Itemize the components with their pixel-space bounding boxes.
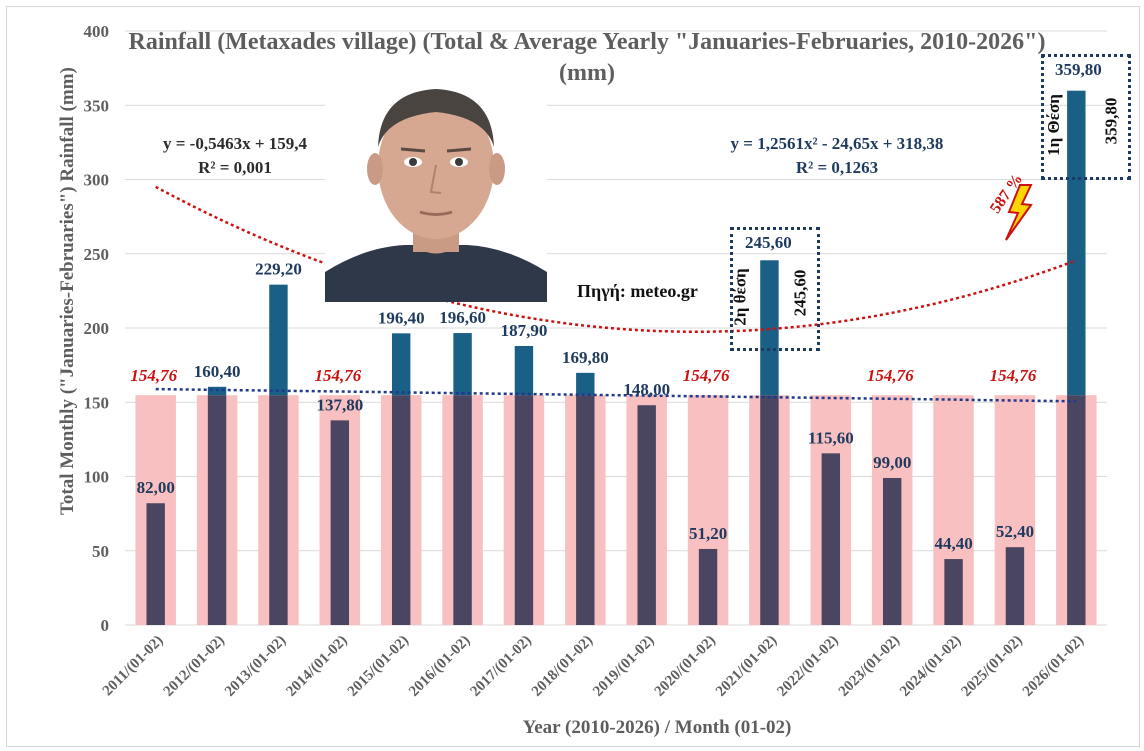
- rainfall-bar: [944, 559, 963, 625]
- rank1-rotated-value: 359,80: [1101, 97, 1121, 145]
- y-tick-label: 50: [92, 542, 109, 561]
- value-label: 51,20: [689, 524, 727, 543]
- x-tick-label: 2017/(01-02): [467, 633, 534, 700]
- rank1-label: 1η Θέση: [1043, 94, 1063, 156]
- rainfall-bar: [514, 395, 534, 625]
- rainfall-bar: [146, 503, 165, 625]
- rainfall-bar-above-average: [760, 260, 779, 396]
- trendlines: [155, 185, 1077, 403]
- rainfall-bar: [391, 395, 411, 625]
- value-label: 160,40: [194, 362, 241, 381]
- x-tick-label: 2024/(01-02): [897, 633, 964, 700]
- rainfall-bar: [882, 477, 902, 625]
- rainfall-bar: [330, 420, 350, 625]
- rank2-box: [730, 227, 820, 351]
- lightning-bolt-icon: [1005, 184, 1033, 241]
- poly-equation-text: y = 1,2561x² - 24,65x + 318,38: [730, 134, 944, 153]
- y-axis-title: Total Monthly ("Januaries-Februaries") R…: [57, 67, 78, 515]
- x-tick-label: 2025/(01-02): [958, 633, 1025, 700]
- average-label: 154,76: [314, 366, 361, 385]
- y-tick-label: 100: [84, 468, 110, 487]
- x-tick-label: 2023/(01-02): [836, 633, 903, 700]
- portrait-photo: [325, 57, 547, 302]
- rainfall-bar: [207, 395, 227, 625]
- average-label: 154,76: [683, 366, 730, 385]
- value-label: 44,40: [934, 534, 972, 553]
- rainfall-bar: [1067, 395, 1086, 625]
- chart-svg: 0 50 100 150 200 250 300 350 400 82,00 160,40 229,…: [84, 22, 1107, 700]
- average-label: 154,76: [990, 366, 1037, 385]
- poly-trend-equation: y = 1,2561x² - 24,65x + 318,38 R² = 0,12…: [697, 132, 977, 180]
- rainfall-bar: [269, 395, 288, 625]
- rainfall-bar: [760, 395, 779, 625]
- rainfall-bar: [821, 453, 841, 625]
- x-tick-label: 2016/(01-02): [406, 633, 473, 700]
- x-tick-label: 2022/(01-02): [774, 633, 841, 700]
- rainfall-bar: [1005, 547, 1025, 625]
- rainfall-bar-above-average: [1067, 90, 1086, 396]
- linear-r2-text: R² = 0,001: [198, 158, 272, 177]
- y-tick-label: 0: [101, 616, 110, 635]
- y-tick-label: 250: [84, 245, 110, 264]
- value-label: 115,60: [808, 428, 854, 447]
- source-label: Πηγή: meteo.gr: [577, 281, 698, 301]
- y-tick-label: 300: [84, 171, 110, 190]
- rainfall-bar: [576, 395, 595, 625]
- rank2-rotated-value: 245,60: [790, 269, 810, 317]
- rank1-box-value: 359,80: [1055, 60, 1102, 79]
- value-label: 148,00: [623, 380, 670, 399]
- rainfall-bar-above-average: [391, 333, 411, 396]
- rainfall-bar: [637, 405, 656, 625]
- x-tick-label: 2021/(01-02): [713, 633, 780, 700]
- rainfall-bar: [453, 395, 472, 625]
- value-label: 99,00: [873, 453, 911, 472]
- rank1-box: [1041, 54, 1131, 180]
- rainfall-bar-above-average: [576, 372, 595, 396]
- x-tick-label: 2019/(01-02): [590, 633, 657, 700]
- data-labels: 82,00 160,40 229,20 137,80 196,40 196,60 187,9…: [130, 260, 1037, 553]
- value-label: 82,00: [137, 478, 175, 497]
- poly-r2-text: R² = 0,1263: [795, 158, 879, 177]
- y-tick-label: 400: [84, 22, 110, 41]
- linear-trend-equation: y = -0,5463x + 159,4 R² = 0,001: [135, 132, 335, 180]
- value-label: 196,60: [439, 308, 486, 327]
- rainfall-bar: [698, 548, 718, 625]
- rainfall-bar-above-average: [453, 333, 472, 396]
- x-tick-label: 2020/(01-02): [652, 633, 719, 700]
- average-label: 154,76: [867, 366, 914, 385]
- value-label: 187,90: [501, 321, 548, 340]
- value-label: 229,20: [255, 260, 302, 279]
- polynomial-trendline: [155, 185, 1077, 334]
- x-tick-label: 2014/(01-02): [283, 633, 350, 700]
- linear-equation-text: y = -0,5463x + 159,4: [162, 134, 308, 153]
- rank2-label: 2η θέση: [730, 268, 750, 326]
- x-tick-label: 2026/(01-02): [1020, 633, 1087, 700]
- rainfall-bar-above-average: [514, 345, 534, 396]
- y-tick-label: 150: [84, 393, 110, 412]
- x-tick-label: 2015/(01-02): [345, 633, 412, 700]
- bars: [135, 90, 1097, 625]
- x-tick-label: 2013/(01-02): [222, 633, 289, 700]
- y-tick-labels: 0 50 100 150 200 250 300 350 400: [84, 22, 110, 635]
- x-tick-labels: 2011/(01-02)2012/(01-02)2013/(01-02)2014…: [100, 633, 1087, 700]
- average-label: 154,76: [130, 366, 177, 385]
- value-label: 137,80: [316, 395, 363, 414]
- chart-title: Rainfall (Metaxades village) (Total & Av…: [128, 29, 1046, 86]
- chart-frame: 0 50 100 150 200 250 300 350 400 82,00 160,40 229,…: [6, 6, 1140, 747]
- x-axis-title: Year (2010-2026) / Month (01-02): [522, 717, 792, 738]
- y-tick-label: 350: [84, 96, 110, 115]
- rainfall-bar-above-average: [269, 284, 288, 396]
- value-label: 196,40: [378, 308, 425, 327]
- value-label: 169,80: [562, 348, 609, 367]
- x-tick-label: 2011/(01-02): [100, 633, 167, 700]
- x-tick-label: 2018/(01-02): [529, 633, 596, 700]
- y-tick-label: 200: [84, 319, 110, 338]
- rank2-box-value: 245,60: [745, 233, 792, 252]
- value-label: 52,40: [996, 522, 1034, 541]
- x-tick-label: 2012/(01-02): [161, 633, 228, 700]
